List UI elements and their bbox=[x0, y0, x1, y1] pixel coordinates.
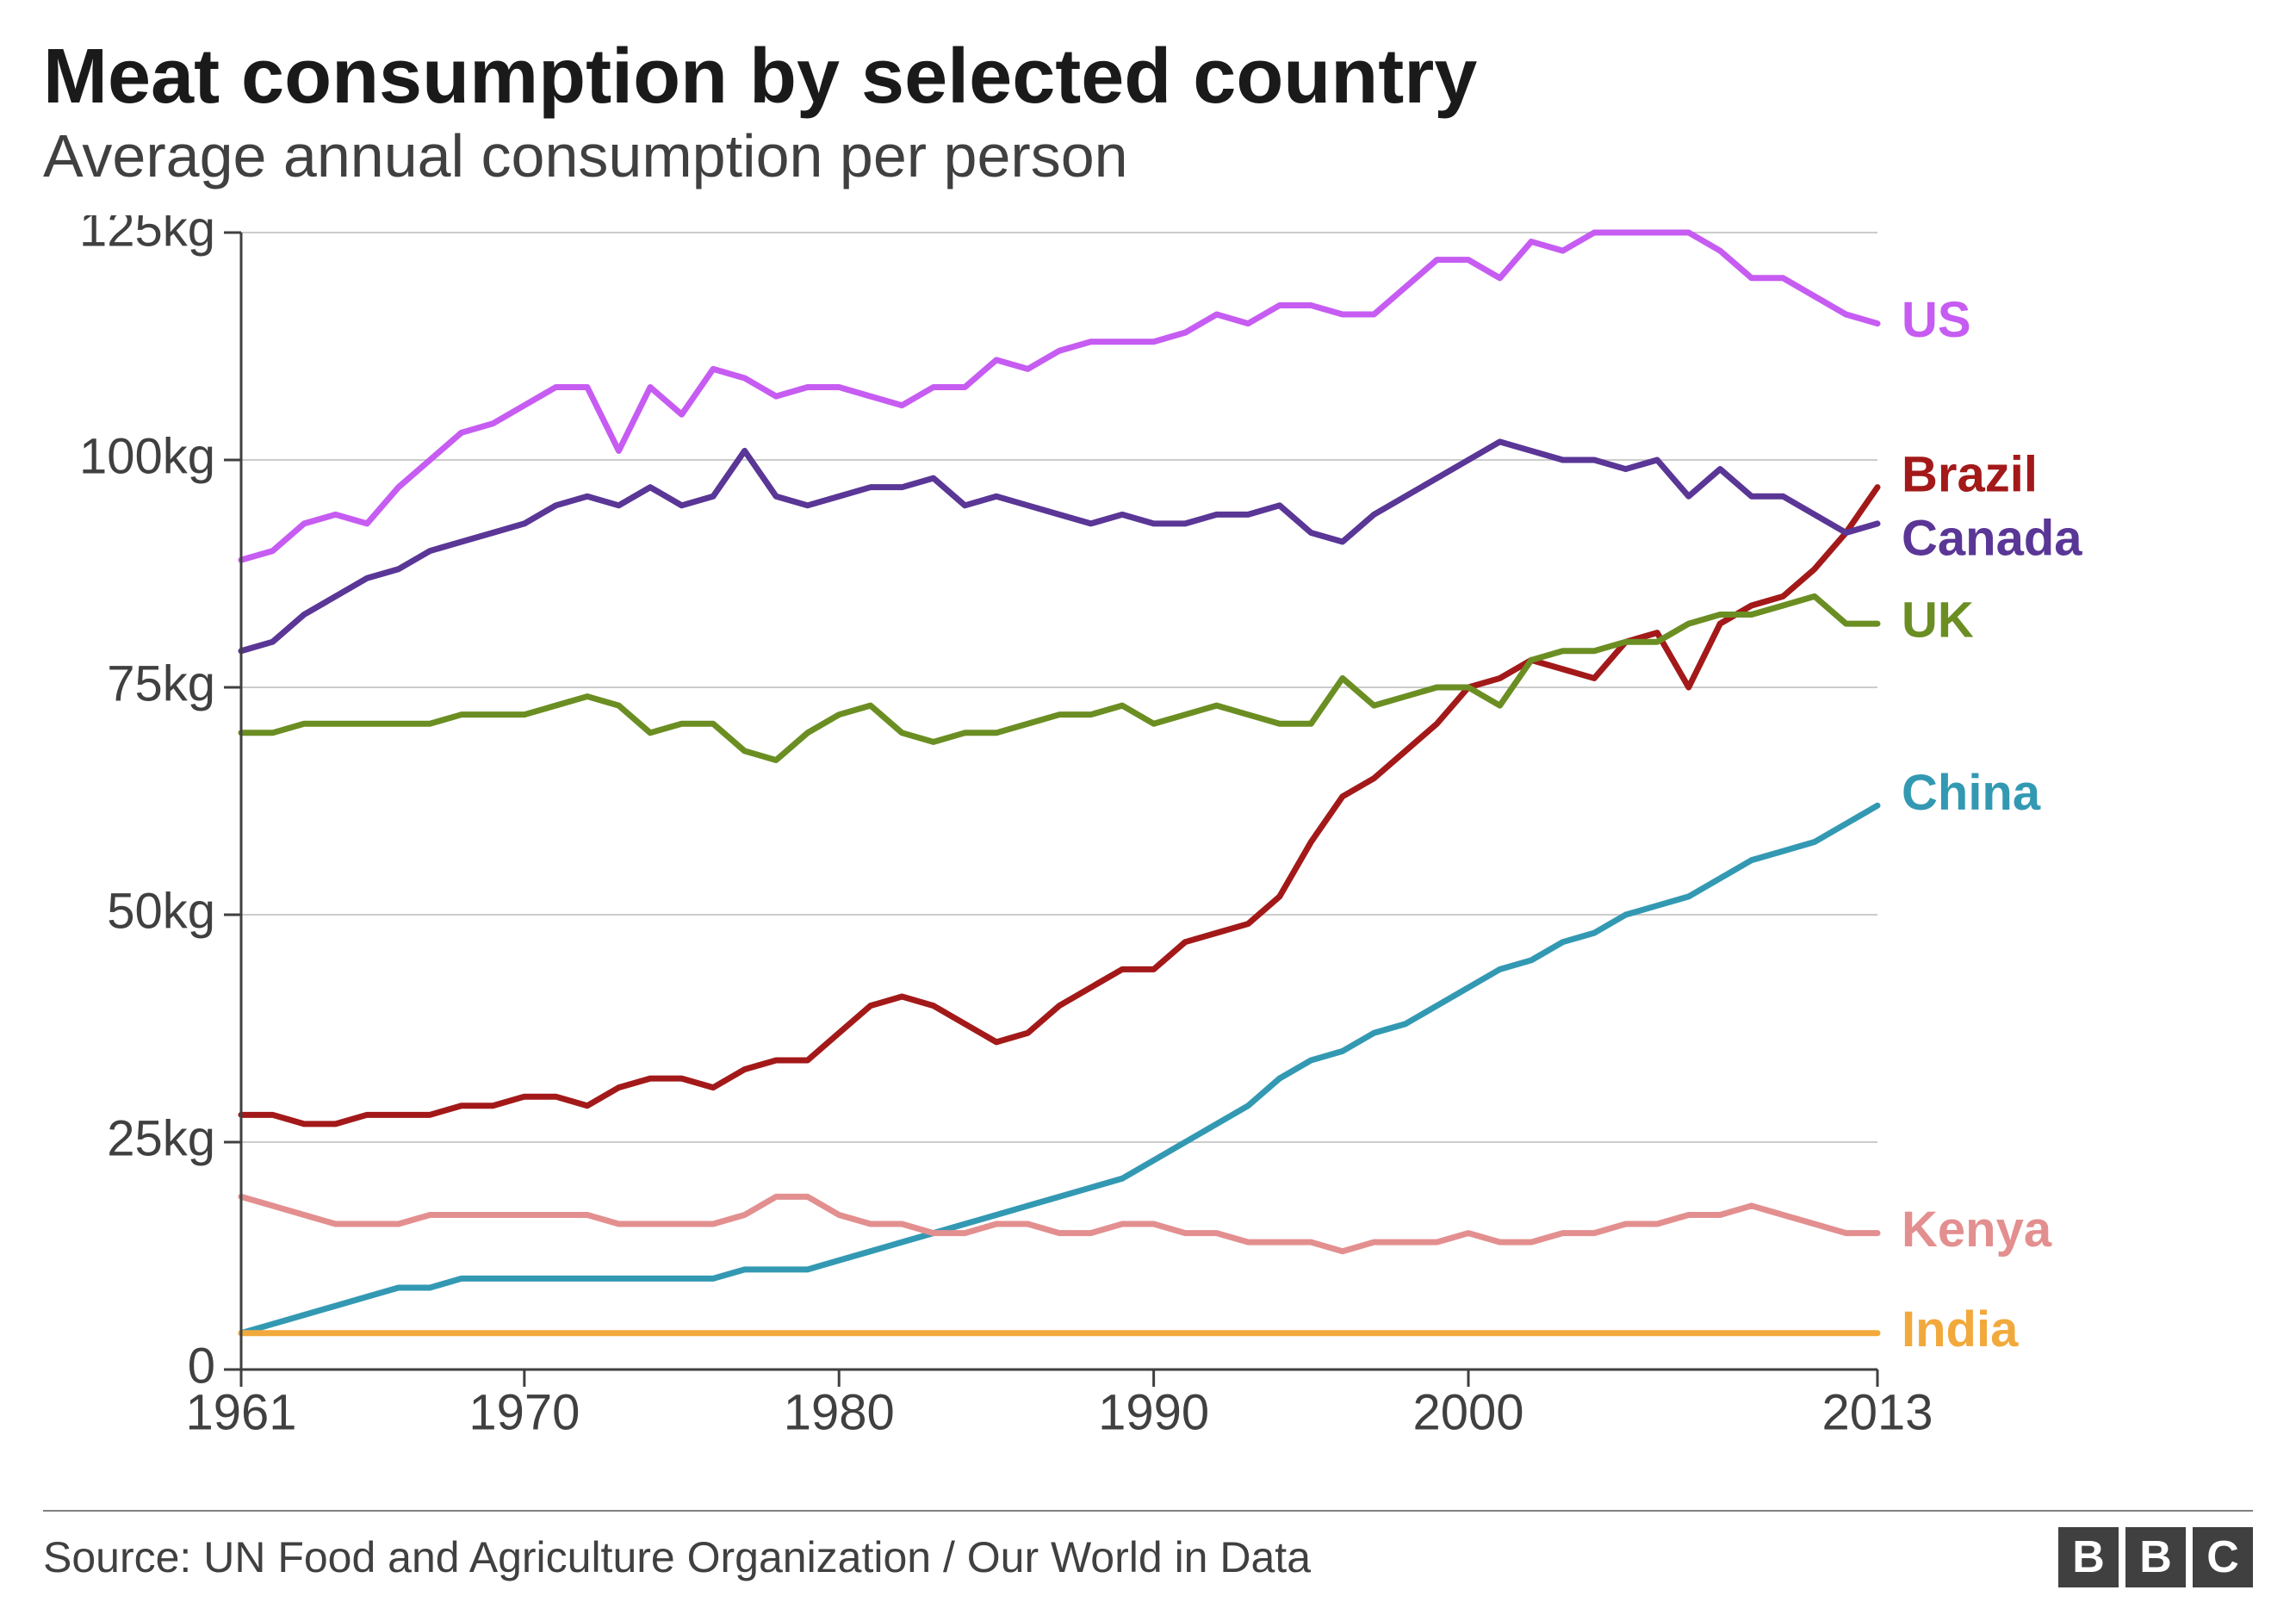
series-label-brazil: Brazil bbox=[1902, 446, 2038, 502]
series-label-india: India bbox=[1902, 1301, 2019, 1357]
series-canada bbox=[241, 442, 1877, 651]
series-china bbox=[241, 805, 1877, 1332]
x-tick-label: 2013 bbox=[1821, 1385, 1933, 1441]
chart-subtitle: Average annual consumption per person bbox=[43, 123, 2253, 189]
series-label-uk: UK bbox=[1902, 592, 1974, 648]
series-label-kenya: Kenya bbox=[1902, 1202, 2052, 1258]
chart-area: 025kg50kg75kg100kg125kgUSBrazilCanadaUKC… bbox=[43, 215, 2248, 1464]
footer: Source: UN Food and Agriculture Organiza… bbox=[43, 1510, 2253, 1587]
series-uk bbox=[241, 596, 1877, 760]
source-text: Source: UN Food and Agriculture Organiza… bbox=[43, 1532, 1311, 1582]
series-us bbox=[241, 233, 1877, 560]
logo-letter: C bbox=[2193, 1527, 2253, 1587]
x-tick-label: 2000 bbox=[1412, 1385, 1523, 1441]
series-label-china: China bbox=[1902, 765, 2041, 821]
x-tick-label: 1961 bbox=[185, 1385, 296, 1441]
logo-letter: B bbox=[2125, 1527, 2186, 1587]
y-tick-label: 50kg bbox=[107, 883, 215, 939]
series-label-us: US bbox=[1902, 292, 1971, 348]
y-tick-label: 100kg bbox=[79, 428, 215, 484]
chart-title: Meat consumption by selected country bbox=[43, 34, 2253, 120]
x-tick-label: 1970 bbox=[469, 1385, 580, 1441]
y-tick-label: 125kg bbox=[79, 215, 215, 257]
series-kenya bbox=[241, 1196, 1877, 1251]
y-tick-label: 25kg bbox=[107, 1110, 215, 1166]
x-tick-label: 1990 bbox=[1098, 1385, 1209, 1441]
x-tick-label: 1980 bbox=[784, 1385, 895, 1441]
series-brazil bbox=[241, 488, 1877, 1124]
series-label-canada: Canada bbox=[1902, 510, 2082, 566]
y-tick-label: 75kg bbox=[107, 655, 215, 711]
bbc-logo: BBC bbox=[2058, 1527, 2253, 1587]
line-chart: 025kg50kg75kg100kg125kgUSBrazilCanadaUKC… bbox=[43, 215, 2248, 1464]
logo-letter: B bbox=[2058, 1527, 2119, 1587]
